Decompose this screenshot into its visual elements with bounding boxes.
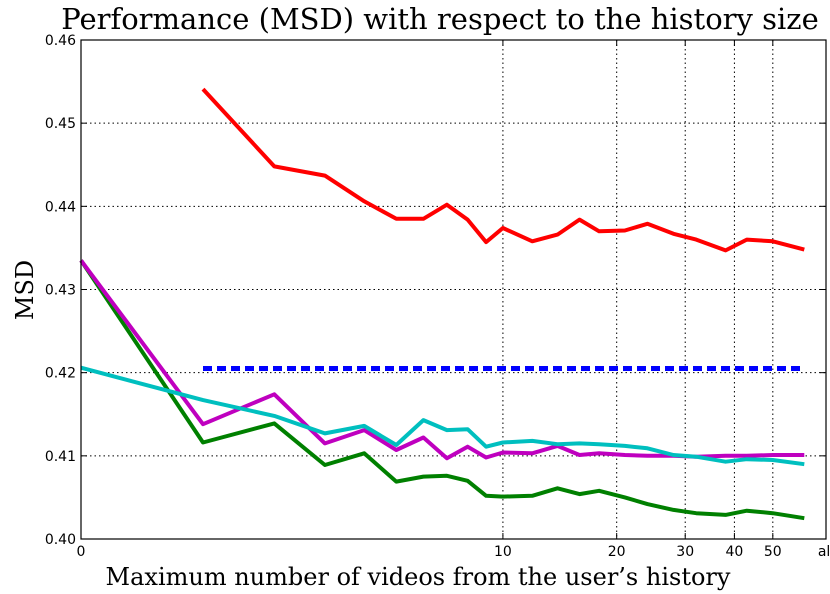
y-tick-label: 0.46: [45, 33, 76, 49]
x-tick-label: all: [818, 544, 830, 560]
y-tick-label: 0.40: [45, 532, 76, 548]
axis-ticks: 0.40 0.41 0.42 0.43 0.44 0.45 0.46 0 10 20 30 40 50 a…: [45, 33, 830, 560]
x-axis-label: Maximum number of videos from the user’s…: [106, 563, 731, 591]
y-tick-label: 0.44: [45, 199, 76, 215]
grid-lines: [81, 40, 826, 539]
series-line: [79, 259, 805, 521]
y-axis-label: MSD: [11, 260, 39, 320]
y-tick-label: 0.43: [45, 283, 76, 299]
x-tick-label: 50: [764, 544, 782, 560]
y-tick-label: 0.45: [45, 116, 76, 132]
x-tick-label: 20: [608, 544, 626, 560]
x-tick-label: 40: [725, 544, 743, 560]
plot-frame: [80, 39, 827, 540]
series-lines: [79, 87, 805, 521]
x-tick-label: 0: [77, 544, 86, 560]
chart-title: Performance (MSD) with respect to the hi…: [61, 2, 818, 36]
series-line: [201, 87, 805, 253]
x-tick-label: 10: [494, 544, 512, 560]
x-tick-label: 30: [676, 544, 694, 560]
y-tick-label: 0.42: [45, 366, 76, 382]
y-tick-label: 0.41: [45, 449, 76, 465]
series-line: [80, 365, 805, 467]
